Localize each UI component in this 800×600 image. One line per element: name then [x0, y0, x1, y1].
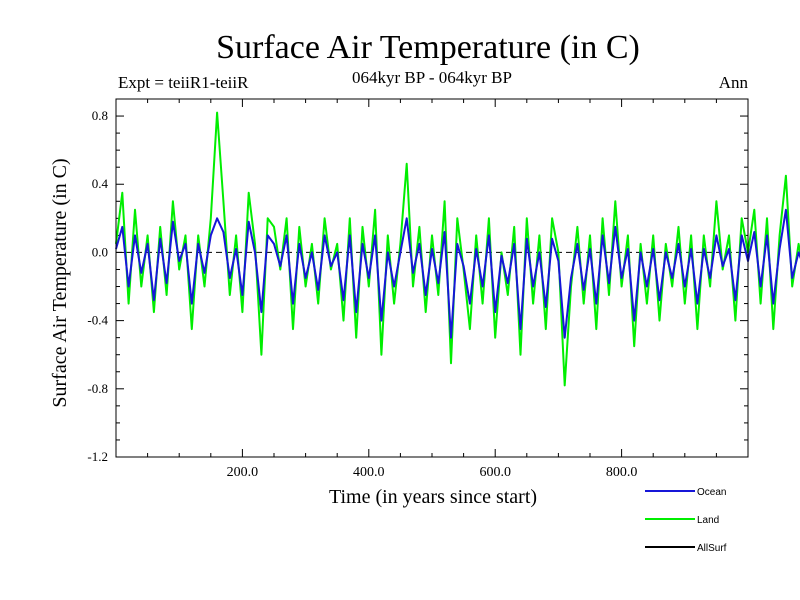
y-tick-label: -0.8: [87, 381, 108, 396]
axis-ticks: [115, 99, 749, 458]
season-label: Ann: [719, 73, 749, 92]
x-tick-labels: 200.0 400.0 600.0 800.0: [227, 465, 638, 480]
x-tick-label: 800.0: [606, 465, 638, 480]
series-layer: [115, 111, 800, 387]
y-tick-label: -1.2: [87, 449, 108, 464]
legend-label-allsurf: AllSurf: [697, 543, 727, 554]
experiment-label: Expt = teiiR1-teiiR: [118, 73, 249, 92]
plot-frame: [115, 98, 749, 458]
legend: Ocean Land AllSurf: [645, 487, 727, 554]
y-tick-label: 0.4: [92, 176, 109, 191]
y-tick-label: 0.8: [92, 108, 108, 123]
chart-subtitle: 064kyr BP - 064kyr BP: [352, 68, 512, 87]
y-tick-label: 0.0: [92, 244, 108, 259]
x-tick-label: 400.0: [353, 465, 385, 480]
y-tick-label: -0.4: [87, 313, 108, 328]
chart-title: Surface Air Temperature (in C): [216, 29, 640, 66]
legend-label-land: Land: [697, 515, 719, 526]
x-axis-label: Time (in years since start): [329, 486, 537, 508]
y-tick-labels: -1.2 -0.8 -0.4 0.0 0.4 0.8: [87, 108, 108, 464]
x-tick-label: 200.0: [227, 465, 259, 480]
series-line-ocean: [115, 208, 800, 339]
legend-label-ocean: Ocean: [697, 487, 726, 498]
x-tick-label: 600.0: [479, 465, 511, 480]
y-axis-label: Surface Air Temperature (in C): [49, 158, 71, 407]
series-line-land: [115, 111, 800, 387]
